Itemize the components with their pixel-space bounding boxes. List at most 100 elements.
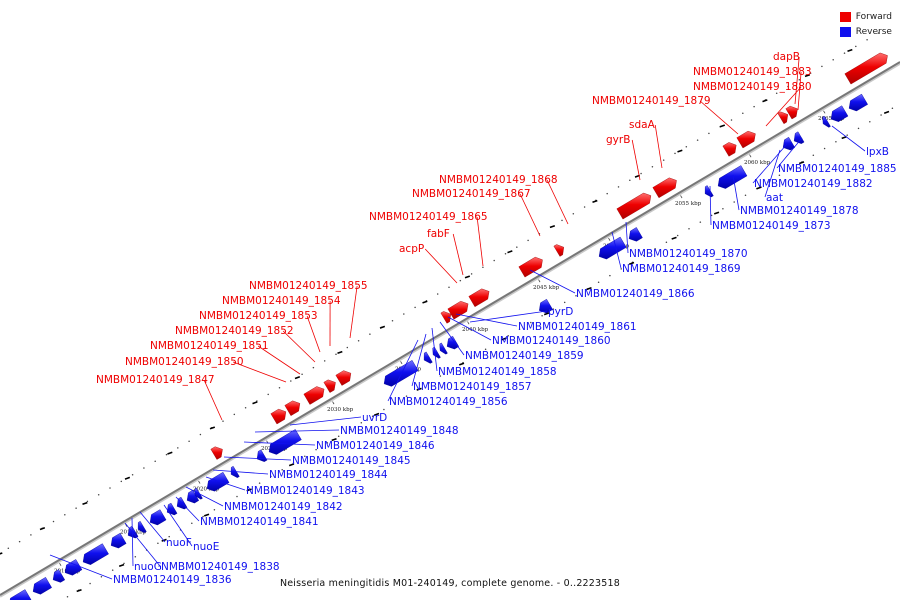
- gene-arrow-forward[interactable]: [440, 311, 452, 324]
- gene-label-forward[interactable]: acpP: [399, 243, 424, 255]
- gene-label-forward[interactable]: NMBM01240149_1855: [249, 280, 368, 292]
- gene-label-forward[interactable]: NMBM01240149_1880: [693, 81, 812, 93]
- gene-label-reverse[interactable]: nuoG: [134, 561, 162, 573]
- gene-arrow-reverse[interactable]: [52, 569, 66, 583]
- gene-arrow-reverse[interactable]: [32, 577, 52, 595]
- gene-arrow-reverse[interactable]: [446, 335, 460, 350]
- gene-arrow-forward[interactable]: [844, 52, 888, 85]
- gene-arrow-reverse[interactable]: [704, 185, 714, 198]
- gene-label-reverse[interactable]: NMBM01240149_1836: [113, 574, 232, 586]
- gene-arrow-reverse[interactable]: [110, 532, 127, 549]
- gene-arrow-reverse[interactable]: [166, 502, 178, 516]
- gene-arrow-forward[interactable]: [335, 370, 352, 386]
- leader-line-reverse: [776, 137, 803, 169]
- gene-label-forward[interactable]: gyrB: [606, 134, 630, 146]
- gene-label-forward[interactable]: NMBM01240149_1879: [592, 95, 711, 107]
- gene-label-forward[interactable]: NMBM01240149_1853: [199, 310, 318, 322]
- gene-arrow-forward[interactable]: [777, 111, 789, 125]
- gene-label-forward[interactable]: NMBM01240149_1883: [693, 66, 812, 78]
- leader-line-forward: [654, 124, 663, 169]
- gene-arrow-forward[interactable]: [468, 288, 490, 308]
- guide-dot-lower: [527, 239, 529, 242]
- gene-label-forward[interactable]: NMBM01240149_1854: [222, 295, 341, 307]
- gene-label-reverse[interactable]: NMBM01240149_1843: [246, 485, 365, 497]
- gene-label-reverse[interactable]: lpxB: [866, 146, 889, 158]
- gene-label-forward[interactable]: fabF: [427, 228, 450, 240]
- gene-label-reverse[interactable]: NMBM01240149_1842: [224, 501, 343, 513]
- gene-arrow-reverse[interactable]: [830, 105, 849, 122]
- gene-arrow-forward[interactable]: [518, 256, 543, 278]
- gene-arrow-reverse[interactable]: [539, 298, 553, 314]
- gene-arrow-forward[interactable]: [447, 300, 469, 320]
- gene-arrow-reverse[interactable]: [9, 589, 32, 600]
- gene-label-reverse[interactable]: NMBM01240149_1873: [712, 220, 831, 232]
- gene-label-reverse[interactable]: NMBM01240149_1857: [413, 381, 532, 393]
- gene-arrow-reverse[interactable]: [848, 93, 868, 112]
- gene-label-forward[interactable]: sdaA: [629, 119, 656, 131]
- gene-arrow-reverse[interactable]: [423, 351, 433, 364]
- gene-arrow-reverse[interactable]: [206, 471, 230, 492]
- gene-label-forward[interactable]: dapB: [773, 51, 800, 63]
- gene-label-forward[interactable]: NMBM01240149_1868: [439, 174, 558, 186]
- gene-label-reverse[interactable]: NMBM01240149_1846: [316, 440, 435, 452]
- gene-label-reverse[interactable]: nuoE: [193, 541, 219, 553]
- gene-arrow-forward[interactable]: [785, 105, 798, 120]
- gene-arrow-forward[interactable]: [284, 400, 301, 416]
- gene-label-reverse[interactable]: NMBM01240149_1860: [492, 335, 611, 347]
- gene-arrow-reverse[interactable]: [268, 429, 302, 455]
- gene-arrow-reverse[interactable]: [822, 115, 831, 128]
- gene-label-reverse[interactable]: nuoF: [166, 537, 192, 549]
- gene-arrow-forward[interactable]: [553, 244, 565, 257]
- gene-label-forward[interactable]: NMBM01240149_1847: [96, 374, 215, 386]
- gene-arrow-reverse[interactable]: [149, 509, 167, 526]
- gene-arrow-forward[interactable]: [270, 408, 287, 425]
- gene-arrow-reverse[interactable]: [82, 543, 109, 565]
- gene-label-reverse[interactable]: NMBM01240149_1878: [740, 205, 859, 217]
- gene-label-reverse[interactable]: NMBM01240149_1885: [778, 163, 897, 175]
- gene-arrow-reverse[interactable]: [793, 131, 805, 144]
- gene-label-reverse[interactable]: NMBM01240149_1848: [340, 425, 459, 437]
- gene-arrow-forward[interactable]: [736, 130, 756, 149]
- gene-arrow-reverse[interactable]: [137, 520, 147, 534]
- gene-label-reverse[interactable]: NMBM01240149_1844: [269, 469, 388, 481]
- guide-dot-lower: [7, 547, 10, 550]
- gene-label-reverse[interactable]: NMBM01240149_1859: [465, 350, 584, 362]
- gene-label-reverse[interactable]: uvrD: [362, 412, 387, 424]
- legend: Forward Reverse: [839, 9, 892, 39]
- gene-arrow-reverse[interactable]: [717, 165, 748, 189]
- gene-arrow-forward[interactable]: [210, 446, 223, 460]
- gene-arrow-forward[interactable]: [303, 386, 325, 405]
- gene-label-reverse[interactable]: aat: [766, 192, 783, 204]
- gene-label-reverse[interactable]: NMBM01240149_1858: [438, 366, 557, 378]
- guide-dot-lower: [775, 92, 778, 94]
- gene-arrow-reverse[interactable]: [64, 559, 83, 576]
- guide-dot-upper: [371, 415, 374, 417]
- gene-arrow-forward[interactable]: [616, 192, 652, 220]
- gene-label-reverse[interactable]: NMBM01240149_1841: [200, 516, 319, 528]
- gene-label-forward[interactable]: NMBM01240149_1852: [175, 325, 294, 337]
- gene-label-reverse[interactable]: NMBM01240149_1861: [518, 321, 637, 333]
- gene-label-reverse[interactable]: NMBM01240149_1869: [622, 263, 741, 275]
- gene-label-reverse[interactable]: NMBM01240149_1845: [292, 455, 411, 467]
- gene-label-reverse[interactable]: NMBM01240149_1866: [576, 288, 695, 300]
- gene-label-reverse[interactable]: pyrD: [548, 306, 573, 318]
- gene-arrow-reverse[interactable]: [383, 360, 419, 387]
- guide-dot-upper: [722, 207, 724, 210]
- gene-label-reverse[interactable]: NMBM01240149_1882: [754, 178, 873, 190]
- guide-dot-lower: [403, 313, 405, 315]
- gene-label-reverse[interactable]: NMBM01240149_1870: [629, 248, 748, 260]
- gene-arrow-forward[interactable]: [722, 142, 737, 157]
- gene-label-forward[interactable]: NMBM01240149_1865: [369, 211, 488, 223]
- gene-label-reverse[interactable]: NMBM01240149_1838: [161, 561, 280, 573]
- gene-arrow-reverse[interactable]: [186, 489, 200, 504]
- gene-label-reverse[interactable]: NMBM01240149_1856: [389, 396, 508, 408]
- gene-arrow-reverse[interactable]: [439, 342, 448, 355]
- gene-arrow-reverse[interactable]: [598, 236, 627, 260]
- gene-arrow-forward[interactable]: [652, 177, 677, 199]
- gene-label-forward[interactable]: NMBM01240149_1851: [150, 340, 269, 352]
- gene-label-forward[interactable]: NMBM01240149_1850: [125, 356, 244, 368]
- gene-arrow-reverse[interactable]: [628, 227, 643, 242]
- gene-arrow-reverse[interactable]: [432, 346, 441, 359]
- gene-label-forward[interactable]: NMBM01240149_1867: [412, 188, 531, 200]
- gene-arrow-forward[interactable]: [323, 379, 336, 393]
